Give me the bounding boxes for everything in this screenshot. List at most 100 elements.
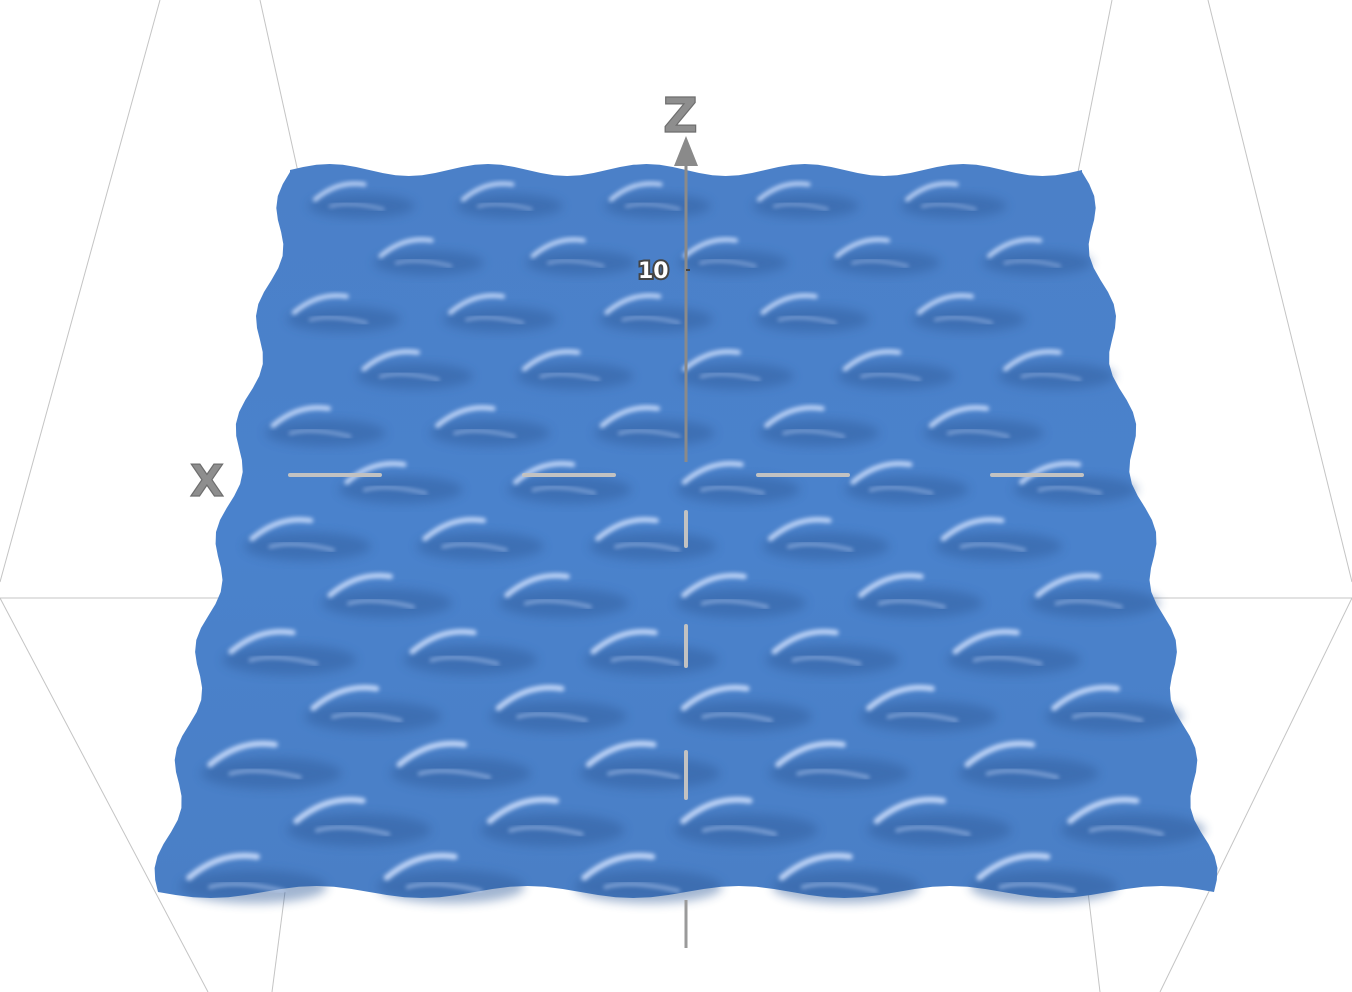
surface-bump-highlight (952, 629, 1020, 655)
surface-bump-highlight (801, 882, 878, 893)
surface-bump-highlight (363, 485, 428, 495)
surface-bump-highlight (1003, 259, 1061, 268)
surface-bump-highlight (756, 181, 811, 202)
surface-bump-highlight (1071, 712, 1144, 723)
surface-bump-highlight (700, 599, 769, 609)
surface-bump-highlight (405, 882, 483, 893)
surface-bump-highlight (985, 769, 1059, 779)
surface-bump-highlight (477, 202, 533, 211)
surface-bump-highlight (288, 429, 352, 438)
surface-bump-highlight (508, 825, 584, 836)
surface-bump-highlight (1054, 599, 1123, 609)
surface-bump-highlight (521, 349, 581, 372)
surface-bump-highlight (417, 769, 491, 779)
surface-bump-highlight (186, 852, 261, 881)
surface-bump-highlight (976, 852, 1051, 881)
surface-bump-highlight (858, 573, 924, 598)
surface-bump-highlight (1037, 485, 1103, 495)
surface-bump-highlight (347, 599, 415, 609)
surface-bump-highlight (625, 202, 681, 211)
surface-bump-highlight (987, 237, 1043, 259)
surface-bump-highlight (293, 796, 366, 824)
surface-bump-highlight (394, 259, 453, 268)
surface-bump-highlight (208, 882, 286, 893)
surface-bump-highlight (699, 259, 757, 268)
surface-bump-highlight (998, 882, 1076, 893)
surface-bump-highlight (767, 517, 832, 542)
surface-bump-highlight (310, 684, 380, 711)
surface-bump-highlight (834, 237, 891, 259)
surface-bump-highlight (621, 316, 681, 325)
surface-bump-highlight (1019, 461, 1082, 485)
surface-bump-highlight (1051, 684, 1121, 711)
surface-bump-highlight (248, 655, 319, 666)
surface-bump-highlight (268, 542, 335, 552)
surface-bump-highlight (228, 769, 302, 779)
surface-bump-highlight (516, 712, 588, 723)
surface-bump-highlight (249, 517, 314, 542)
surface-bump-highlight (796, 769, 870, 779)
surface-bump-highlight (775, 740, 846, 768)
surface-bump-highlight (773, 202, 829, 211)
surface-bump-highlight (959, 542, 1027, 552)
surface-bump-highlight (681, 573, 747, 598)
surface-bump-highlight (760, 293, 818, 315)
surface-bump-highlight (608, 181, 663, 202)
surface-bump-highlight (378, 237, 434, 259)
surface-bump-highlight (782, 429, 846, 438)
surface-bump-highlight (453, 429, 516, 438)
surface-bump-highlight (581, 852, 656, 881)
surface-bump-highlight (866, 684, 935, 711)
surface-bump-highlight (916, 293, 974, 315)
surface-bump-highlight (595, 517, 659, 542)
surface-bump-highlight (327, 573, 393, 598)
surface-bump-highlight (928, 405, 990, 428)
surface-bump-highlight (495, 684, 565, 711)
surface-bump-highlight (1067, 796, 1140, 824)
surface-bump-highlight (860, 372, 922, 381)
surface-bump-highlight (409, 629, 477, 655)
surface-bump-highlight (379, 372, 440, 381)
surface-bump-highlight (422, 517, 487, 542)
surface-bump-highlight (513, 461, 576, 485)
surface-bump-highlight (701, 712, 773, 723)
surface-bump-highlight (777, 316, 837, 325)
surface-bump-highlight (504, 573, 570, 598)
surface-bump-highlight (701, 825, 778, 836)
surface-bump-highlight (680, 796, 753, 824)
surface-bump-highlight (361, 349, 421, 372)
surface-bump-highlight (873, 796, 947, 824)
surface-bump-highlight (590, 629, 658, 655)
surface-bump-highlight (680, 684, 750, 711)
surface-bump-highlight (383, 852, 458, 881)
surface-bump-highlight (682, 349, 741, 372)
surface-bump-highlight (933, 316, 994, 325)
surface-bump-highlight (851, 259, 909, 268)
surface-bump-highlight (764, 405, 825, 428)
surface-bump-highlight (682, 237, 738, 259)
surface-bump-highlight (895, 825, 971, 836)
z-tick-label: 10 (638, 259, 669, 284)
surface-bump-highlight (315, 825, 391, 836)
surface-bump-highlight (599, 405, 661, 428)
surface-bump-highlight (603, 882, 681, 893)
surface-bumps (179, 181, 1205, 904)
surface-bump-highlight (905, 181, 959, 202)
surface-bump-highlight (700, 485, 765, 495)
surface-bump-highlight (441, 542, 508, 552)
surface-bump-highlight (778, 852, 853, 881)
surface-bump-highlight (547, 259, 605, 268)
surface-bump-highlight (396, 740, 468, 768)
surface-bump-highlight (435, 405, 496, 428)
surface-bump-highlight (344, 461, 407, 485)
surface-bump-highlight (270, 405, 332, 428)
surface-bump-highlight (429, 655, 500, 666)
surface-bump-highlight (328, 202, 385, 211)
surface-bump-highlight (312, 181, 367, 202)
surface-bump-highlight (617, 429, 681, 438)
surface-bump-highlight (869, 485, 934, 495)
surface-bump-highlight (681, 461, 744, 485)
surface-bump-highlight (842, 349, 902, 372)
surface-bump-highlight (331, 712, 403, 723)
